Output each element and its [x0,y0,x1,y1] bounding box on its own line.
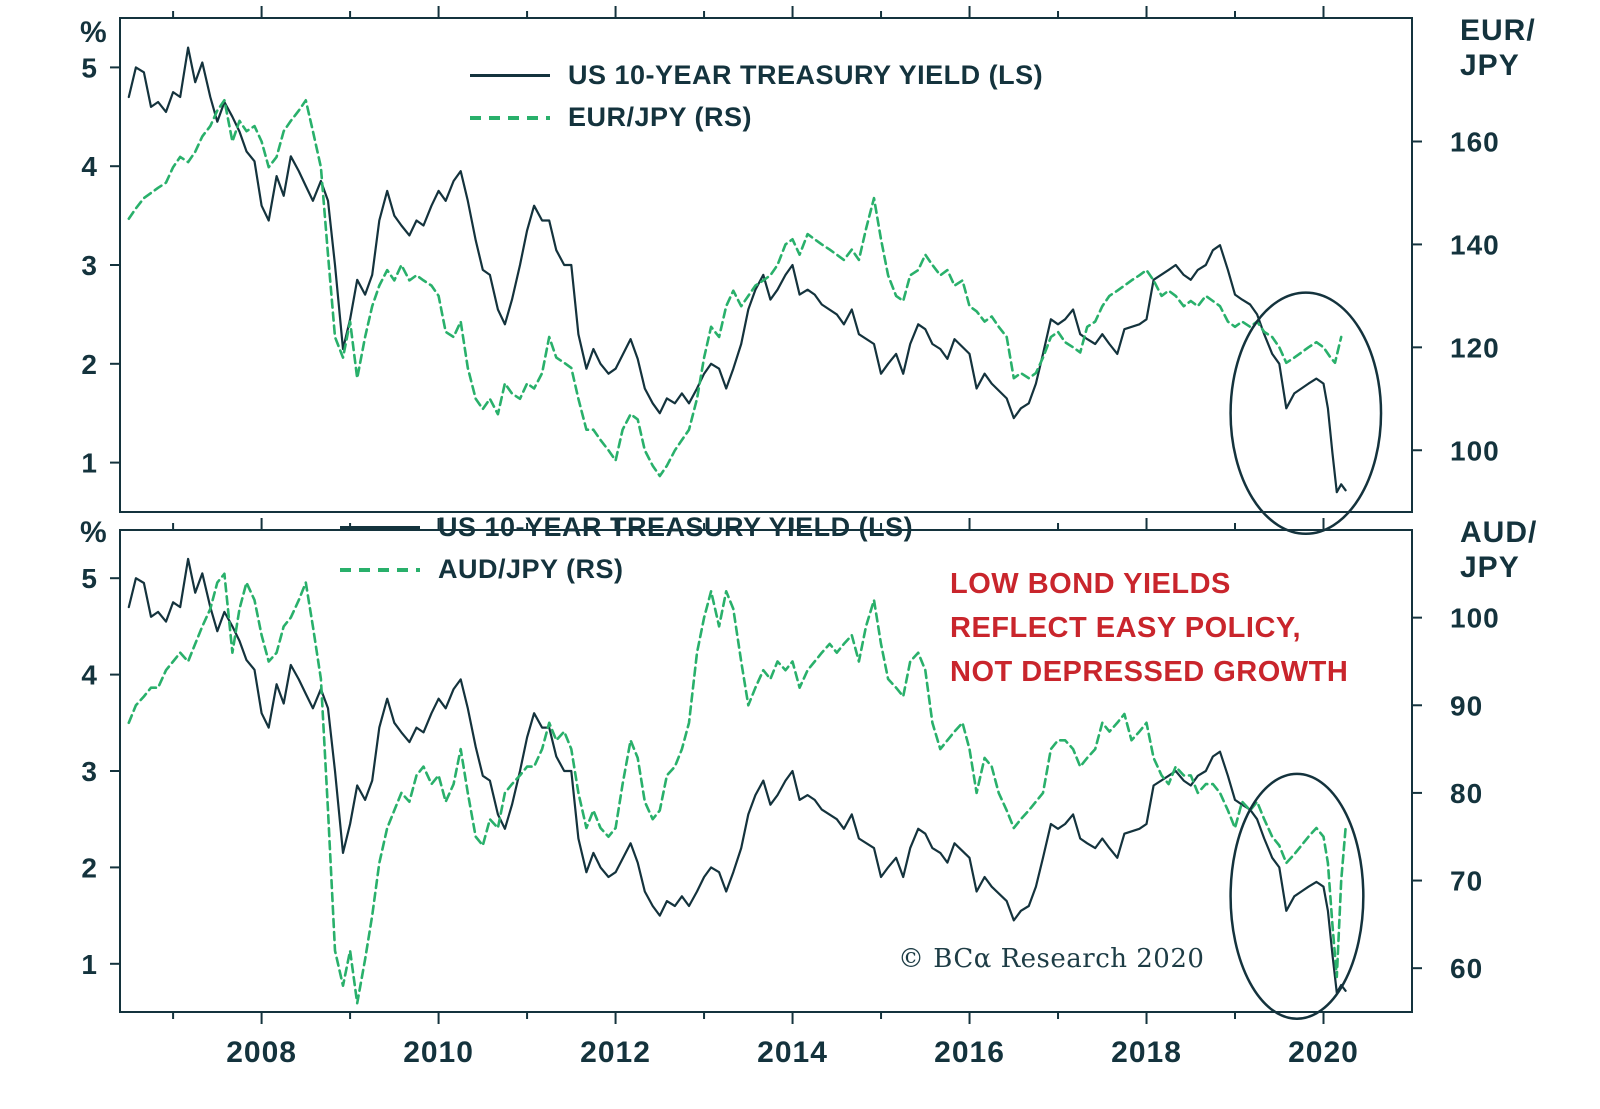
x-tick-label: 2008 [226,1036,297,1069]
y-tick-label-left: 1 [81,448,98,479]
copyright-notice: © BCα Research 2020 [898,944,1205,974]
bottom-panel-legend: US 10-YEAR TREASURY YIELD (LS) AUD/JPY (… [340,512,913,585]
y-tick-label-right: 100 [1450,435,1500,466]
legend-item-treasury: US 10-YEAR TREASURY YIELD (LS) [470,60,1043,91]
legend-label-eurjpy: EUR/JPY (RS) [568,102,753,132]
legend-item-eurjpy: EUR/JPY (RS) [470,102,1043,133]
treasury-series-line [127,46,1347,494]
y-tick-label-right: 120 [1450,332,1500,363]
highlight-ellipse [1229,291,1383,535]
y-tick-label-left: 4 [81,151,98,182]
y-tick-label-left: 1 [81,949,98,980]
x-tick-label: 2012 [580,1036,651,1069]
bottom-left-axis-unit: % [80,516,108,549]
y-tick-label-right: 60 [1450,953,1483,984]
y-tick-label-right: 140 [1450,229,1500,260]
dashed-line-swatch-icon [470,115,550,120]
y-tick-label-left: 4 [81,660,98,691]
dashed-line-swatch-icon [340,567,420,572]
y-tick-label-right: 100 [1450,603,1500,634]
top-right-axis-unit-line2: JPY [1460,48,1520,82]
x-tick-label: 2014 [757,1036,828,1069]
x-tick-label: 2018 [1111,1036,1182,1069]
y-tick-label-left: 3 [81,756,98,787]
y-tick-label-right: 70 [1450,866,1483,897]
top-panel: 1 2 3 4 5 100 120 140 160 [81,6,1500,535]
y-tick-label-right: 90 [1450,690,1483,721]
y-tick-label-right: 80 [1450,778,1483,809]
currency-series-line [127,99,1343,478]
treasury-series-line [127,557,1347,994]
bottom-right-axis-unit-line2: JPY [1460,550,1520,584]
top-panel-legend: US 10-YEAR TREASURY YIELD (LS) EUR/JPY (… [470,60,1043,133]
annotation-line-1: LOW BOND YIELDS [950,568,1231,600]
highlight-ellipse [1229,772,1365,1020]
bottom-panel: 2008 2010 2012 2014 2016 2018 2020 1 2 3 4 5 60 70 80 9… [81,518,1499,1069]
top-right-axis-unit-line1: EUR/ [1460,14,1536,47]
y-tick-label-left: 3 [81,250,98,281]
top-left-axis-unit: % [80,16,108,49]
legend-label-treasury: US 10-YEAR TREASURY YIELD (LS) [568,60,1044,90]
legend-item-audjpy: AUD/JPY (RS) [340,554,913,585]
bottom-right-axis-unit-line1: AUD/ [1460,516,1538,549]
bottom-right-axis-unit: AUD/ JPY [1460,516,1537,585]
y-tick-label-left: 5 [81,563,98,594]
y-tick-label-right: 160 [1450,127,1500,158]
solid-line-swatch-icon [470,74,550,77]
annotation-line-3: NOT DEPRESSED GROWTH [950,656,1349,689]
top-right-axis-unit: EUR/ JPY [1460,14,1536,83]
x-tick-label: 2010 [403,1036,474,1069]
legend-label-treasury: US 10-YEAR TREASURY YIELD (LS) [438,512,914,542]
y-tick-label-left: 2 [81,852,98,883]
currency-series-line [127,572,1347,1005]
annotation-line-2: REFLECT EASY POLICY, [950,612,1302,645]
x-tick-label: 2020 [1288,1036,1359,1069]
y-tick-label-left: 5 [81,52,98,83]
legend-item-treasury: US 10-YEAR TREASURY YIELD (LS) [340,512,913,543]
solid-line-swatch-icon [340,526,420,529]
annotation-text: LOW BOND YIELDS REFLECT EASY POLICY, NOT… [950,562,1470,694]
x-tick-label: 2016 [934,1036,1005,1069]
y-tick-label-left: 2 [81,349,98,380]
legend-label-audjpy: AUD/JPY (RS) [438,554,624,584]
